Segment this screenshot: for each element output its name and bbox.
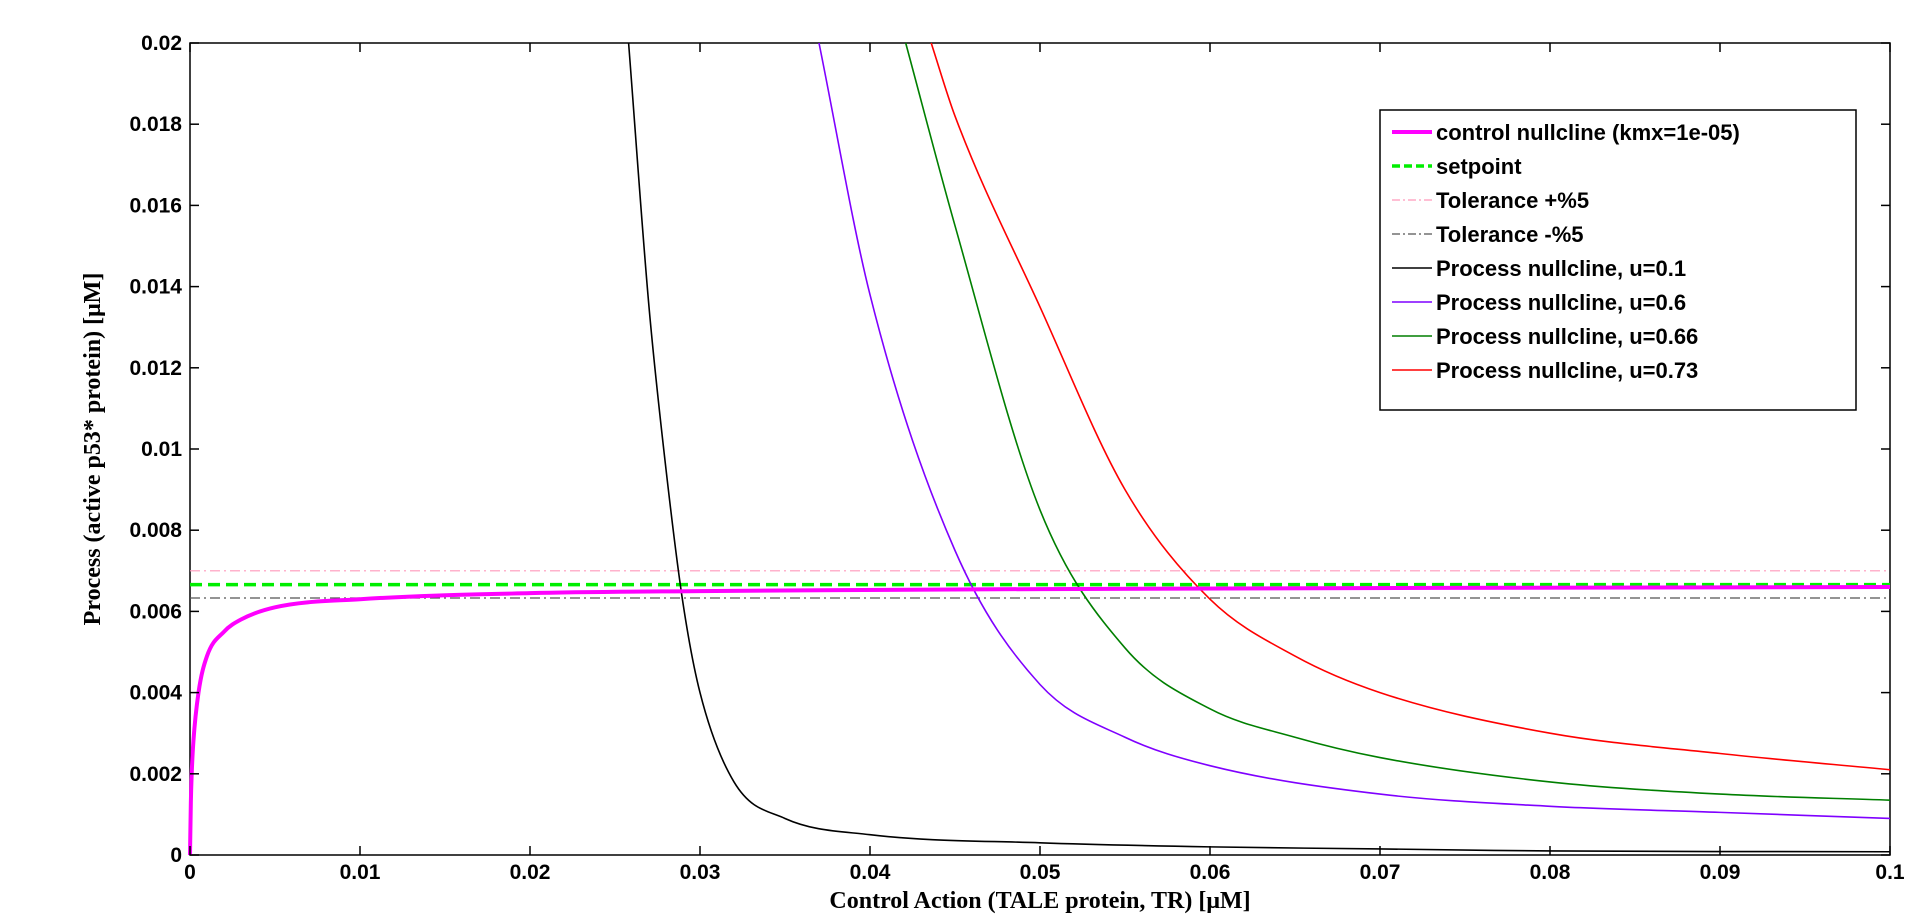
x-axis-label: Control Action (TALE protein, TR) [μM] [829,888,1250,914]
series-line-7 [930,42,1891,771]
y-axis-label: Process (active p53* protein) [μM] [80,273,106,626]
x-tick-label: 0.04 [850,861,891,884]
legend-label-2: Tolerance +%5 [1436,188,1589,213]
y-tick-label: 0.008 [129,519,182,542]
y-tick-label: 0.02 [141,32,182,55]
x-tick-label: 0.07 [1360,861,1401,884]
x-tick-label: 0.06 [1190,861,1231,884]
y-tick-label: 0.01 [141,438,182,461]
y-tick-label: 0.016 [129,194,182,217]
y-tick-label: 0.014 [129,276,182,299]
legend-label-1: setpoint [1436,154,1522,179]
legend-label-3: Tolerance -%5 [1436,222,1584,247]
axis-layer: 0 0.01 0.02 0.03 0.04 0.05 0.06 0.07 0.08 0.09 0.1… [129,32,1904,884]
x-tick-label: 0.05 [1020,861,1061,884]
y-tick-label: 0.012 [129,357,182,380]
y-tick-label: 0.006 [129,600,182,623]
y-tick-label: 0.002 [129,763,182,786]
legend-label-5: Process nullcline, u=0.6 [1436,290,1686,315]
y-tick-label: 0 [170,844,182,867]
series-line-4 [627,42,1891,853]
legend: control nullcline (kmx=1e-05) setpoint Tol… [1379,109,1857,411]
series-layer [188,42,1891,856]
x-tick-label: 0.03 [680,861,721,884]
x-tick-label: 0 [184,861,196,884]
legend-label-0: control nullcline (kmx=1e-05) [1436,120,1740,145]
series-line-5 [818,42,1891,820]
x-tick-label: 0.01 [340,861,381,884]
x-tick-label: 0.1 [1875,861,1905,884]
series-line-0 [188,585,1891,856]
legend-label-4: Process nullcline, u=0.1 [1436,256,1686,281]
series-line-6 [904,42,1891,801]
legend-label-6: Process nullcline, u=0.66 [1436,324,1698,349]
legend-box [1379,109,1857,411]
x-tick-label: 0.09 [1700,861,1741,884]
x-tick-label: 0.08 [1530,861,1571,884]
y-tick-label: 0.004 [129,682,182,705]
x-tick-label: 0.02 [510,861,551,884]
legend-label-7: Process nullcline, u=0.73 [1436,358,1698,383]
y-tick-label: 0.018 [129,113,182,136]
